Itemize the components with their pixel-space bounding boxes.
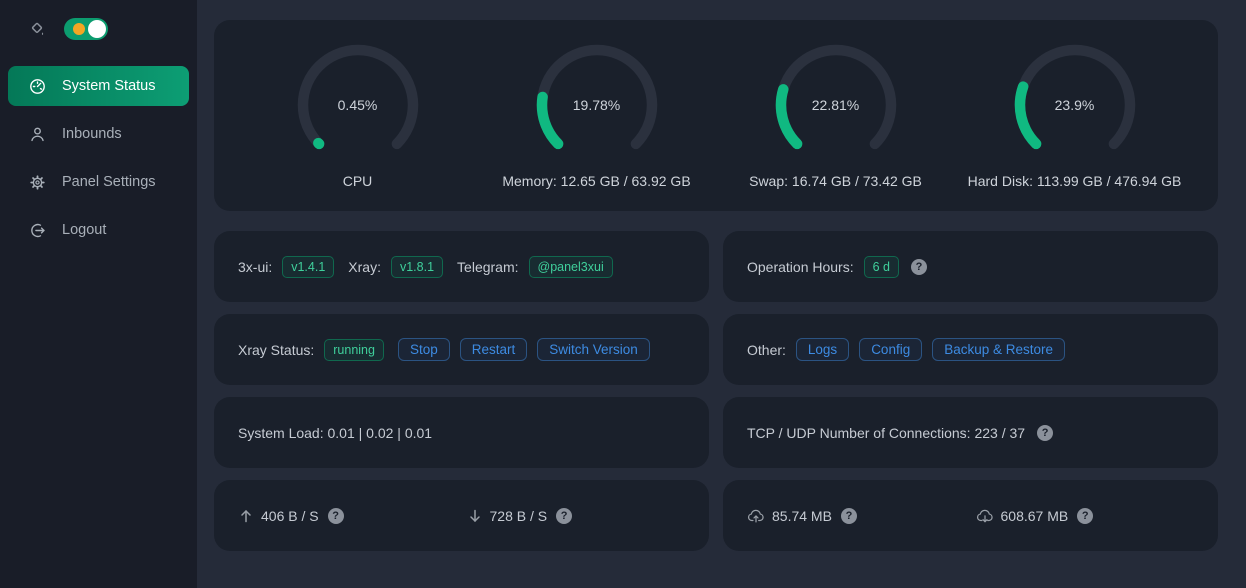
sidebar-item-label: System Status — [62, 78, 156, 94]
total-received: 608.67 MB ? — [976, 507, 1195, 524]
download-speed-text: 728 B / S — [489, 507, 548, 524]
xray-status-card: Xray Status: running Stop Restart Switch… — [214, 314, 709, 385]
upload-speed-text: 406 B / S — [261, 507, 319, 524]
gauge-memory: 19.78% Memory: 12.65 GB / 63.92 GB — [477, 43, 716, 189]
operation-hours-label: Operation Hours: — [747, 258, 854, 275]
gauge-label: Hard Disk: 113.99 GB / 476.94 GB — [967, 172, 1182, 189]
gauge-percent: 23.9% — [1054, 96, 1095, 113]
logout-icon — [29, 222, 46, 239]
help-icon[interactable]: ? — [840, 507, 857, 524]
main-content: 0.45% CPU 19.78% Memory: 12.65 GB / 63.9… — [197, 0, 1246, 588]
theme-paint-icon[interactable] — [28, 20, 46, 38]
download-speed: 728 B / S ? — [467, 507, 686, 524]
total-received-text: 608.67 MB — [1000, 507, 1069, 524]
xray-status-label: Xray Status: — [238, 341, 315, 358]
telegram-handle-tag[interactable]: @panel3xui — [528, 255, 613, 278]
arrow-up-icon — [238, 508, 254, 524]
connections-card: TCP / UDP Number of Connections: 223 / 3… — [723, 397, 1218, 468]
stop-button[interactable]: Stop — [397, 338, 450, 361]
other-label: Other: — [747, 341, 786, 358]
backup-restore-button[interactable]: Backup & Restore — [932, 338, 1066, 361]
sidebar-item-label: Logout — [62, 222, 107, 238]
help-icon[interactable]: ? — [911, 258, 927, 275]
telegram-label: Telegram: — [457, 258, 519, 275]
sidebar-item-logout[interactable]: Logout — [8, 210, 189, 250]
sidebar-item-label: Panel Settings — [62, 174, 156, 190]
cloud-download-icon — [976, 508, 994, 524]
gauge-label: Memory: 12.65 GB / 63.92 GB — [502, 172, 691, 189]
gauge-percent: 19.78% — [572, 96, 621, 113]
help-icon[interactable]: ? — [556, 507, 573, 524]
gauge-percent: 22.81% — [811, 96, 860, 113]
help-icon[interactable]: ? — [1037, 424, 1054, 441]
help-icon[interactable]: ? — [327, 507, 344, 524]
switch-version-button[interactable]: Switch Version — [537, 338, 650, 361]
operation-hours-tag: 6 d — [863, 255, 899, 278]
sidebar-item-inbounds[interactable]: Inbounds — [8, 114, 189, 154]
gauge-label: CPU — [342, 172, 373, 189]
total-sent-text: 85.74 MB — [772, 507, 832, 524]
operation-hours-card: Operation Hours: 6 d ? — [723, 231, 1218, 302]
user-icon — [29, 126, 46, 143]
cloud-upload-icon — [747, 508, 765, 524]
sun-icon — [73, 23, 85, 35]
other-card: Other: Logs Config Backup & Restore — [723, 314, 1218, 385]
xray-label: Xray: — [348, 258, 381, 275]
xui-label: 3x-ui: — [238, 258, 273, 275]
network-speed-card: 406 B / S ? 728 B / S ? — [214, 480, 709, 551]
config-button[interactable]: Config — [859, 338, 923, 361]
xray-version-tag: v1.8.1 — [390, 255, 444, 278]
versions-card: 3x-ui: v1.4.1 Xray: v1.8.1 Telegram: @pa… — [214, 231, 709, 302]
gauge-cpu: 0.45% CPU — [238, 43, 477, 189]
arrow-down-icon — [467, 508, 483, 524]
upload-speed: 406 B / S ? — [238, 507, 457, 524]
restart-button[interactable]: Restart — [459, 338, 528, 361]
logs-button[interactable]: Logs — [795, 338, 850, 361]
gear-icon — [29, 174, 46, 191]
dashboard-icon — [29, 78, 46, 95]
system-load-card: System Load: 0.01 | 0.02 | 0.01 — [214, 397, 709, 468]
toggle-knob — [88, 20, 106, 38]
sidebar-item-system-status[interactable]: System Status — [8, 66, 189, 106]
system-load-text: System Load: 0.01 | 0.02 | 0.01 — [238, 424, 433, 441]
sidebar-item-label: Inbounds — [62, 126, 122, 142]
traffic-total-card: 85.74 MB ? 608.67 MB ? — [723, 480, 1218, 551]
help-icon[interactable]: ? — [1077, 507, 1094, 524]
dark-mode-toggle[interactable] — [64, 18, 108, 40]
theme-row — [0, 0, 197, 52]
total-sent: 85.74 MB ? — [747, 507, 966, 524]
gauge-label: Swap: 16.74 GB / 73.42 GB — [749, 172, 922, 189]
xui-version-tag: v1.4.1 — [282, 255, 335, 278]
sidebar-menu: System Status Inbounds — [0, 52, 197, 264]
system-gauges-card: 0.45% CPU 19.78% Memory: 12.65 GB / 63.9… — [214, 20, 1218, 211]
xray-status-tag: running — [324, 338, 384, 361]
sidebar: System Status Inbounds — [0, 0, 197, 588]
gauge-percent: 0.45% — [337, 96, 378, 113]
sidebar-item-panel-settings[interactable]: Panel Settings — [8, 162, 189, 202]
gauge-swap: 22.81% Swap: 16.74 GB / 73.42 GB — [716, 43, 955, 189]
connections-text: TCP / UDP Number of Connections: 223 / 3… — [747, 424, 1026, 441]
gauge-hard-disk: 23.9% Hard Disk: 113.99 GB / 476.94 GB — [955, 43, 1194, 189]
